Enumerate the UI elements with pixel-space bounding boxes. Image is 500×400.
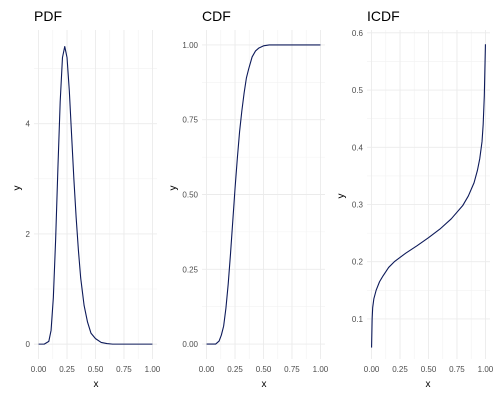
cdf-x-tick-label: 1.00 (313, 365, 329, 374)
cdf-y-tick-label: 0.50 (182, 191, 198, 200)
icdf-y-tick-label: 0.1 (352, 315, 364, 324)
icdf-gridlines (367, 30, 490, 359)
icdf-x-tick-label: 0.00 (364, 365, 380, 374)
cdf-x-tick-label: 0.75 (284, 365, 300, 374)
pdf-gridlines (34, 30, 157, 359)
cdf-panel: CDF x y 0.00 0.25 0.50 0.75 1.00 0.00 0.25 0.50… (168, 8, 329, 390)
cdf-x-tick-label: 0.00 (199, 365, 215, 374)
pdf-x-tick-label: 0.25 (59, 365, 75, 374)
cdf-y-tick-label: 0.00 (182, 340, 198, 349)
icdf-title: ICDF (367, 8, 400, 24)
cdf-y-tick-label: 0.25 (182, 265, 198, 274)
pdf-y-tick-label: 2 (26, 230, 31, 239)
icdf-panel: ICDF x y 0.00 0.25 0.50 0.75 1.00 0.1 0.2 0.3 0.… (336, 8, 494, 390)
pdf-y-tick-label: 0 (26, 340, 31, 349)
icdf-y-tick-label: 0.5 (352, 86, 364, 95)
cdf-y-tick-label: 0.75 (182, 116, 198, 125)
pdf-x-tick-label: 0.50 (88, 365, 104, 374)
pdf-y-axis-label: y (12, 186, 23, 191)
icdf-x-tick-label: 0.75 (449, 365, 465, 374)
icdf-x-tick-label: 0.50 (421, 365, 437, 374)
icdf-y-axis-label: y (336, 194, 347, 199)
cdf-y-tick-label: 1.00 (182, 41, 198, 50)
pdf-x-tick-label: 1.00 (145, 365, 161, 374)
cdf-x-axis-label: x (262, 379, 267, 390)
pdf-y-tick-label: 4 (26, 120, 31, 129)
pdf-series-line (38, 45, 153, 345)
icdf-y-tick-label: 0.2 (352, 258, 364, 267)
icdf-x-axis-label: x (426, 379, 431, 390)
pdf-x-tick-label: 0.75 (116, 365, 132, 374)
pdf-panel: PDF x y 0.00 0.25 0.50 0.75 1.00 0 2 4 (12, 8, 161, 390)
cdf-y-axis-label: y (168, 186, 179, 191)
pdf-x-axis-label: x (94, 379, 99, 390)
cdf-series-line (206, 44, 321, 345)
icdf-y-tick-label: 0.3 (352, 201, 364, 210)
icdf-y-tick-label: 0.4 (352, 143, 364, 152)
pdf-x-tick-label: 0.00 (31, 365, 47, 374)
icdf-x-tick-label: 1.00 (478, 365, 494, 374)
cdf-x-tick-label: 0.25 (227, 365, 243, 374)
icdf-y-tick-label: 0.6 (352, 29, 364, 38)
cdf-title: CDF (202, 8, 231, 24)
icdf-x-tick-label: 0.25 (392, 365, 408, 374)
pdf-title: PDF (34, 8, 62, 24)
cdf-x-tick-label: 0.50 (256, 365, 272, 374)
icdf-series-line (371, 44, 486, 348)
